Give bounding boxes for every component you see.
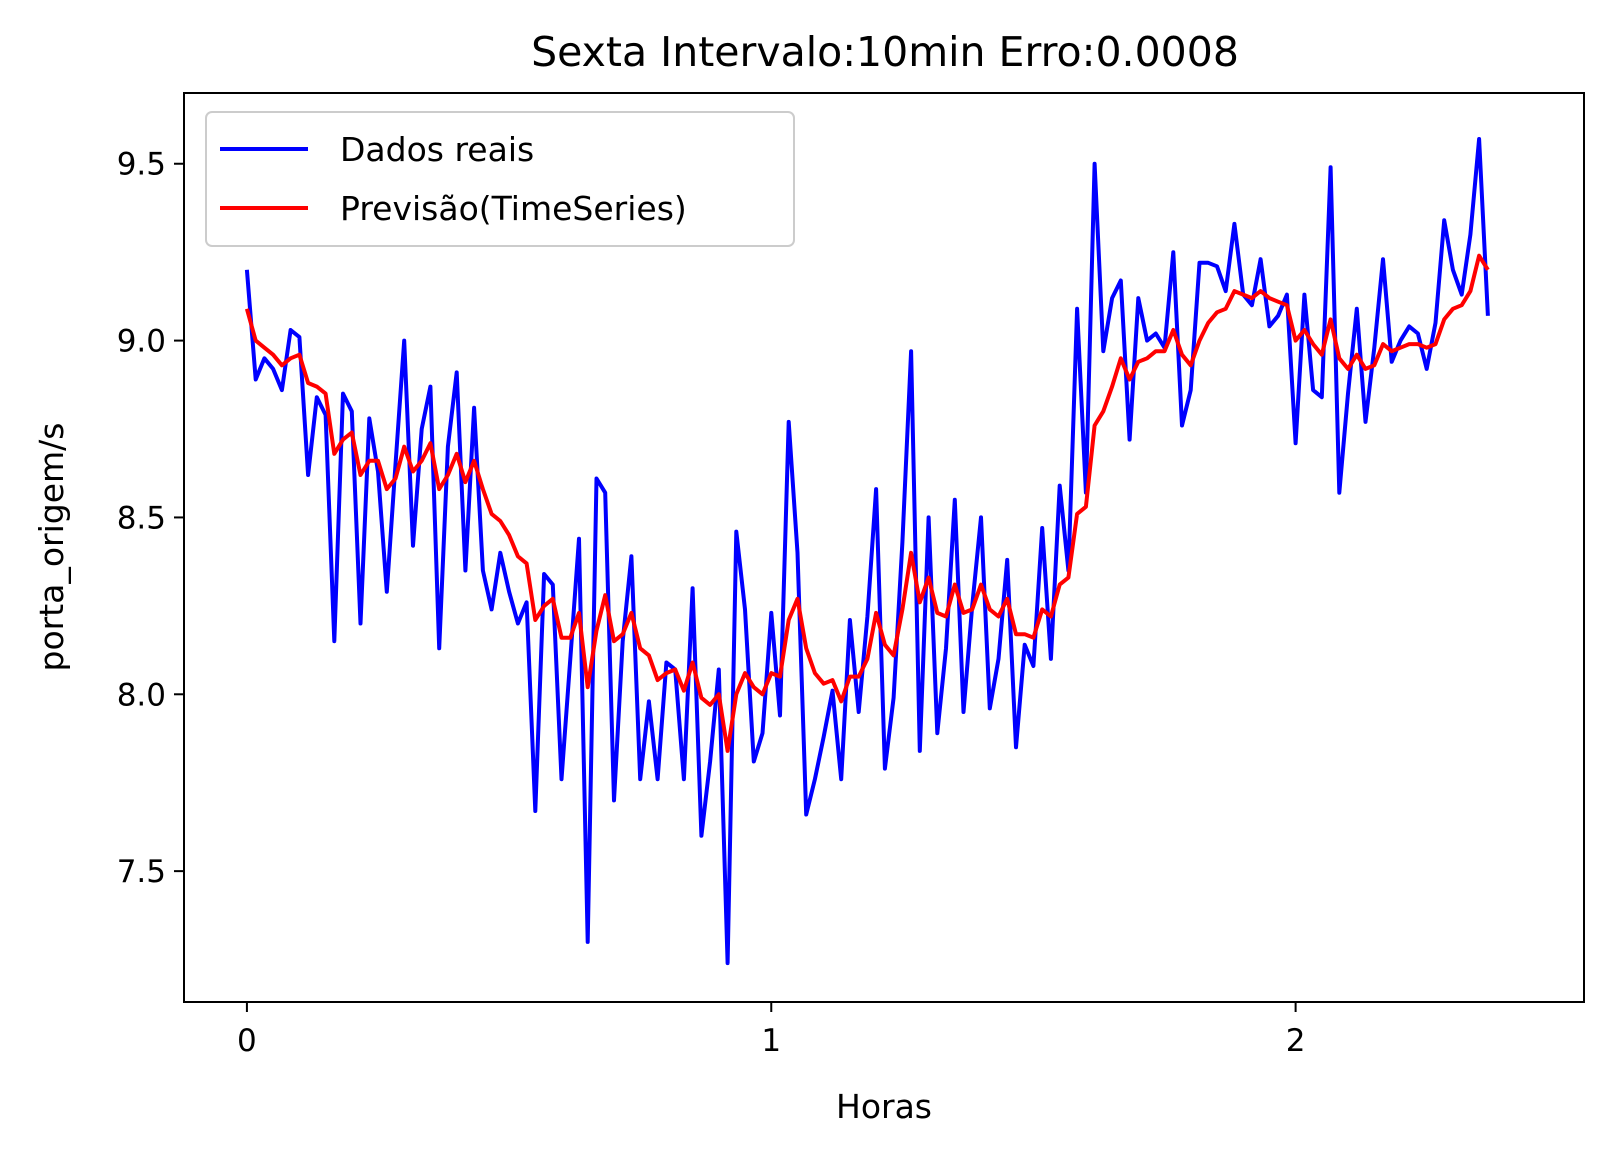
y-axis: 7.5 8.0 8.5 9.0 9.5 <box>117 147 184 890</box>
plot-frame <box>183 92 1585 1003</box>
y-tick-label: 8.5 <box>117 500 166 536</box>
series-line-dados-reais <box>244 137 1490 966</box>
y-axis-label: porta_origem/s <box>32 423 71 672</box>
series-line-previsao <box>244 253 1490 753</box>
x-axis-label: Horas <box>836 1087 932 1126</box>
y-tick-label: 9.5 <box>117 147 166 183</box>
x-axis: 0 1 2 <box>237 1002 1305 1059</box>
y-tick-label: 8.0 <box>117 677 166 713</box>
y-tick-label: 9.0 <box>117 324 166 360</box>
legend-label-dados-reais: Dados reais <box>340 130 534 169</box>
legend: Dados reais Previsão(TimeSeries) <box>205 111 795 247</box>
y-tick-label: 7.5 <box>117 854 166 890</box>
x-tick-label: 2 <box>1286 1023 1306 1059</box>
series-layer <box>244 137 1490 966</box>
x-tick-label: 1 <box>761 1023 781 1059</box>
x-tick-label: 0 <box>237 1023 257 1059</box>
legend-box <box>205 111 795 247</box>
chart-title: Sexta Intervalo:10min Erro:0.0008 <box>531 28 1239 76</box>
legend-label-previsao: Previsão(TimeSeries) <box>340 189 687 228</box>
